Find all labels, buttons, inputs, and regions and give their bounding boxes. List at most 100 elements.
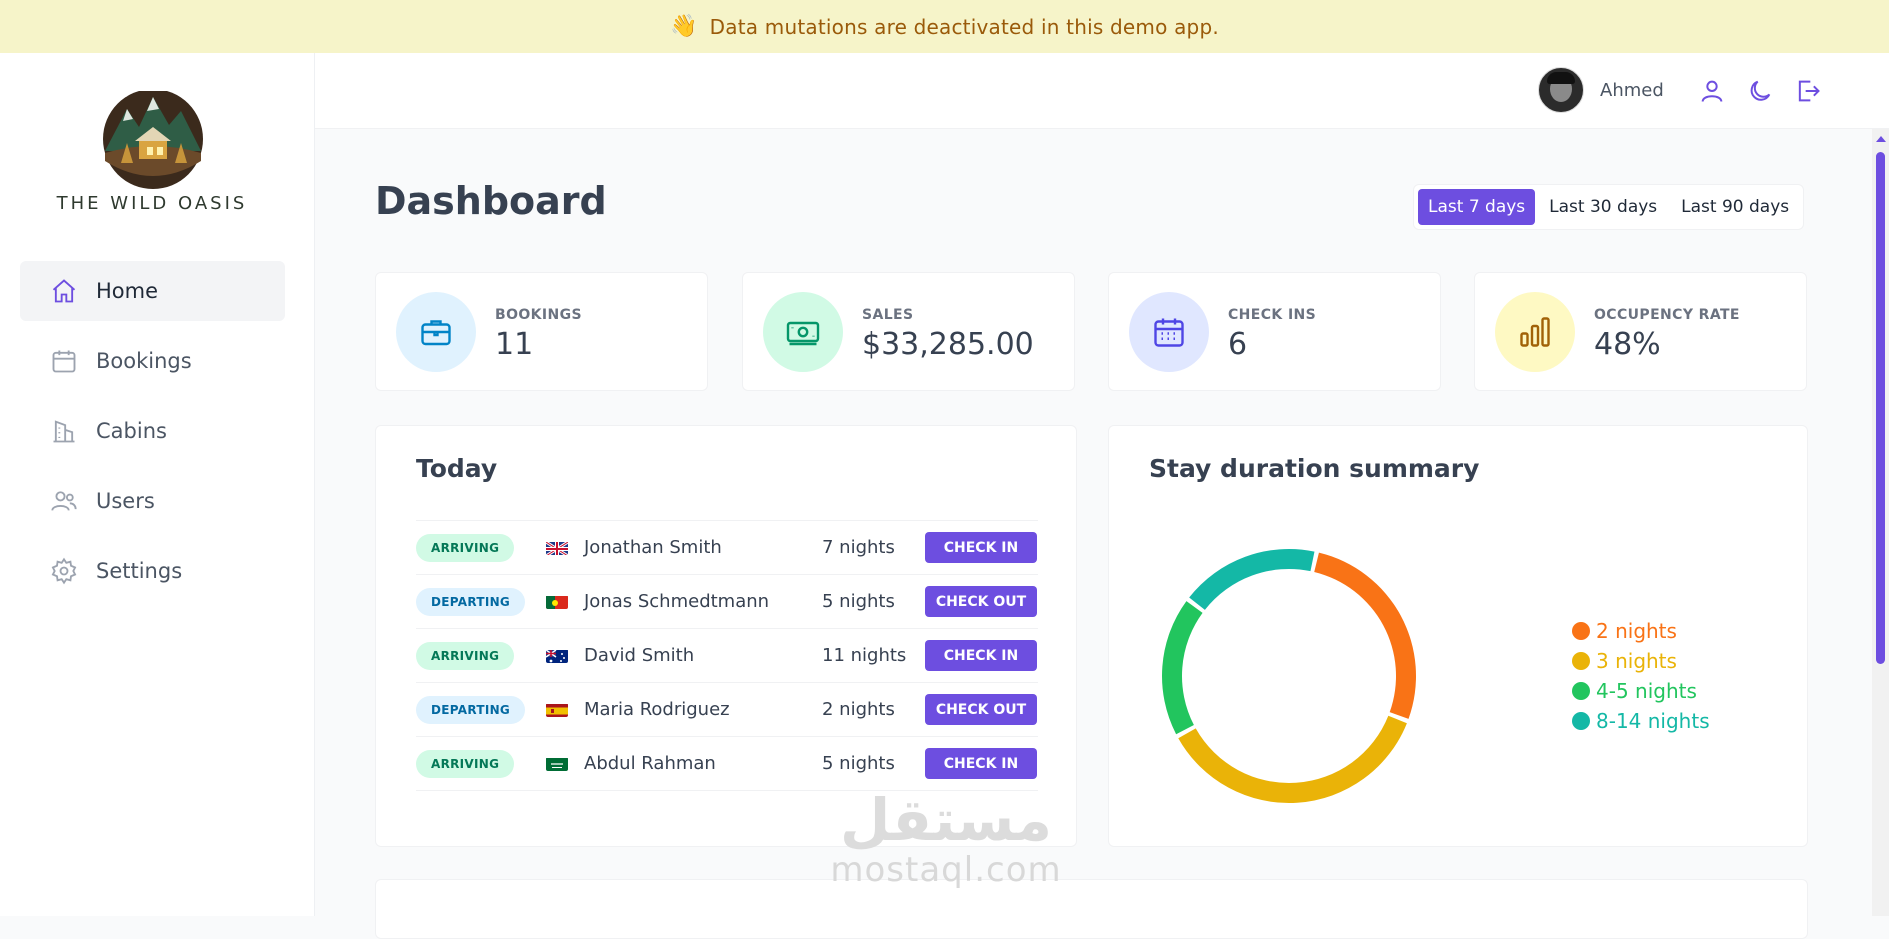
guest-name: David Smith: [584, 645, 695, 666]
main-content: Dashboard Last 7 days Last 30 days Last …: [315, 129, 1872, 939]
nav-item-users[interactable]: Users: [20, 471, 285, 531]
gear-icon: [51, 557, 77, 585]
stay-duration-title: Stay duration summary: [1149, 454, 1480, 483]
stat-label: BOOKINGS: [495, 307, 583, 323]
scroll-up-arrow[interactable]: [1876, 136, 1886, 142]
check-out-button[interactable]: CHECK OUT: [925, 586, 1037, 617]
today-list: ARRIVING Jonathan Smith 7 nights CHECK I…: [416, 520, 1038, 791]
moon-icon[interactable]: [1746, 77, 1774, 105]
nav-label-settings: Settings: [96, 559, 183, 583]
legend-item: 2 nights: [1572, 616, 1710, 646]
legend-dot: [1572, 712, 1590, 730]
stay-nights: 5 nights: [822, 753, 895, 774]
flag-sa-icon: [546, 757, 568, 771]
nav-item-home[interactable]: Home: [20, 261, 285, 321]
sales-panel: [375, 879, 1808, 939]
flag-au-icon: [546, 648, 568, 663]
legend-item: 8-14 nights: [1572, 706, 1710, 736]
legend-item: 4-5 nights: [1572, 676, 1710, 706]
stat-sales: SALES $33,285.00: [742, 272, 1075, 391]
logout-icon[interactable]: [1794, 77, 1822, 105]
legend-label: 8-14 nights: [1596, 709, 1710, 733]
status-badge: ARRIVING: [416, 533, 515, 562]
banknotes-icon: [786, 321, 820, 346]
legend-dot: [1572, 682, 1590, 700]
check-out-button[interactable]: CHECK OUT: [925, 694, 1037, 725]
flag-es-icon: [546, 703, 568, 717]
watermark-latin: mostaql.com: [830, 850, 1062, 890]
flag-pt-icon: [546, 595, 568, 609]
list-item: ARRIVING David Smith 11 nights CHECK IN: [416, 629, 1038, 683]
guest-name: Maria Rodriguez: [584, 699, 730, 720]
stay-duration-donut-chart: [1162, 549, 1416, 803]
filter-last-90-days[interactable]: Last 90 days: [1681, 197, 1790, 217]
banner-text: Data mutations are deactivated in this d…: [709, 14, 1219, 39]
stat-value: $33,285.00: [862, 327, 1034, 362]
brand-name: THE WILD OASIS: [56, 193, 248, 214]
chart-legend: 2 nights 3 nights 4-5 nights 8-14 nights: [1572, 616, 1710, 736]
stat-label: OCCUPENCY RATE: [1594, 307, 1740, 323]
nav-item-cabins[interactable]: Cabins: [20, 401, 285, 461]
nav-label-users: Users: [96, 489, 155, 513]
demo-banner: 👋 Data mutations are deactivated in this…: [0, 0, 1889, 53]
legend-dot: [1572, 622, 1590, 640]
filter-last-30-days[interactable]: Last 30 days: [1549, 197, 1658, 217]
stay-nights: 11 nights: [822, 645, 907, 666]
today-title: Today: [416, 454, 498, 483]
main-nav: Home Bookings Cabins Users Settings: [20, 261, 285, 611]
flag-gb-icon: [546, 540, 568, 555]
donut-slice-2-nights: [1314, 552, 1416, 719]
stat-occupancy-rate: OCCUPENCY RATE 48%: [1474, 272, 1807, 391]
stat-value: 6: [1228, 327, 1248, 362]
stat-value: 48%: [1594, 327, 1661, 362]
status-badge: DEPARTING: [416, 587, 526, 616]
guest-name: Jonas Schmedtmann: [584, 591, 770, 612]
check-in-button[interactable]: CHECK IN: [925, 532, 1037, 563]
watermark-arabic: مستقل: [839, 786, 1053, 854]
legend-dot: [1572, 652, 1590, 670]
nav-label-home: Home: [96, 279, 159, 303]
calendar-days-icon: [1154, 318, 1184, 347]
page-title: Dashboard: [375, 179, 607, 223]
waving-hand-icon: 👋: [670, 14, 698, 39]
calendar-icon: [52, 350, 76, 373]
status-badge: ARRIVING: [416, 749, 515, 778]
watermark: مستقل mostaql.com: [828, 790, 1064, 890]
stat-label: SALES: [862, 307, 914, 323]
donut-slice-8-14-nights: [1189, 549, 1315, 610]
stat-bookings: BOOKINGS 11: [375, 272, 708, 391]
donut-slice-4-5-nights: [1162, 601, 1203, 735]
wild-oasis-logo: [103, 91, 203, 189]
list-item: ARRIVING Abdul Rahman 5 nights CHECK IN: [416, 737, 1038, 791]
check-in-button[interactable]: CHECK IN: [925, 748, 1037, 779]
stay-duration-panel: Stay duration summary 2 nights 3 nights 4-…: [1108, 425, 1808, 847]
stat-label: CHECK INS: [1228, 307, 1317, 323]
legend-label: 3 nights: [1596, 649, 1677, 673]
status-badge: DEPARTING: [416, 695, 526, 724]
stay-nights: 5 nights: [822, 591, 895, 612]
guest-name: Jonathan Smith: [584, 537, 722, 558]
nav-item-bookings[interactable]: Bookings: [20, 331, 285, 391]
date-filter: Last 7 days Last 30 days Last 90 days: [1413, 184, 1805, 230]
check-in-button[interactable]: CHECK IN: [925, 640, 1037, 671]
guest-name: Abdul Rahman: [584, 753, 716, 774]
list-item: DEPARTING Maria Rodriguez 2 nights CHECK…: [416, 683, 1038, 737]
nav-item-settings[interactable]: Settings: [20, 541, 285, 601]
donut-slice-3-nights: [1178, 715, 1407, 803]
briefcase-icon: [421, 320, 451, 346]
chart-bar-icon: [1520, 317, 1550, 347]
list-item: ARRIVING Jonathan Smith 7 nights CHECK I…: [416, 521, 1038, 575]
nav-label-cabins: Cabins: [96, 419, 167, 443]
nav-label-bookings: Bookings: [96, 349, 192, 373]
user-name: Ahmed: [1600, 79, 1664, 101]
status-badge: ARRIVING: [416, 641, 515, 670]
stat-value: 11: [495, 327, 534, 362]
user-icon[interactable]: [1698, 77, 1726, 105]
top-bar: Ahmed: [315, 53, 1889, 129]
legend-label: 2 nights: [1596, 619, 1677, 643]
home-icon: [52, 279, 76, 303]
header-actions: [1698, 77, 1822, 105]
scrollbar-thumb[interactable]: [1876, 152, 1885, 664]
filter-last-7-days[interactable]: Last 7 days: [1418, 189, 1536, 225]
user-menu[interactable]: Ahmed: [1538, 67, 1664, 113]
